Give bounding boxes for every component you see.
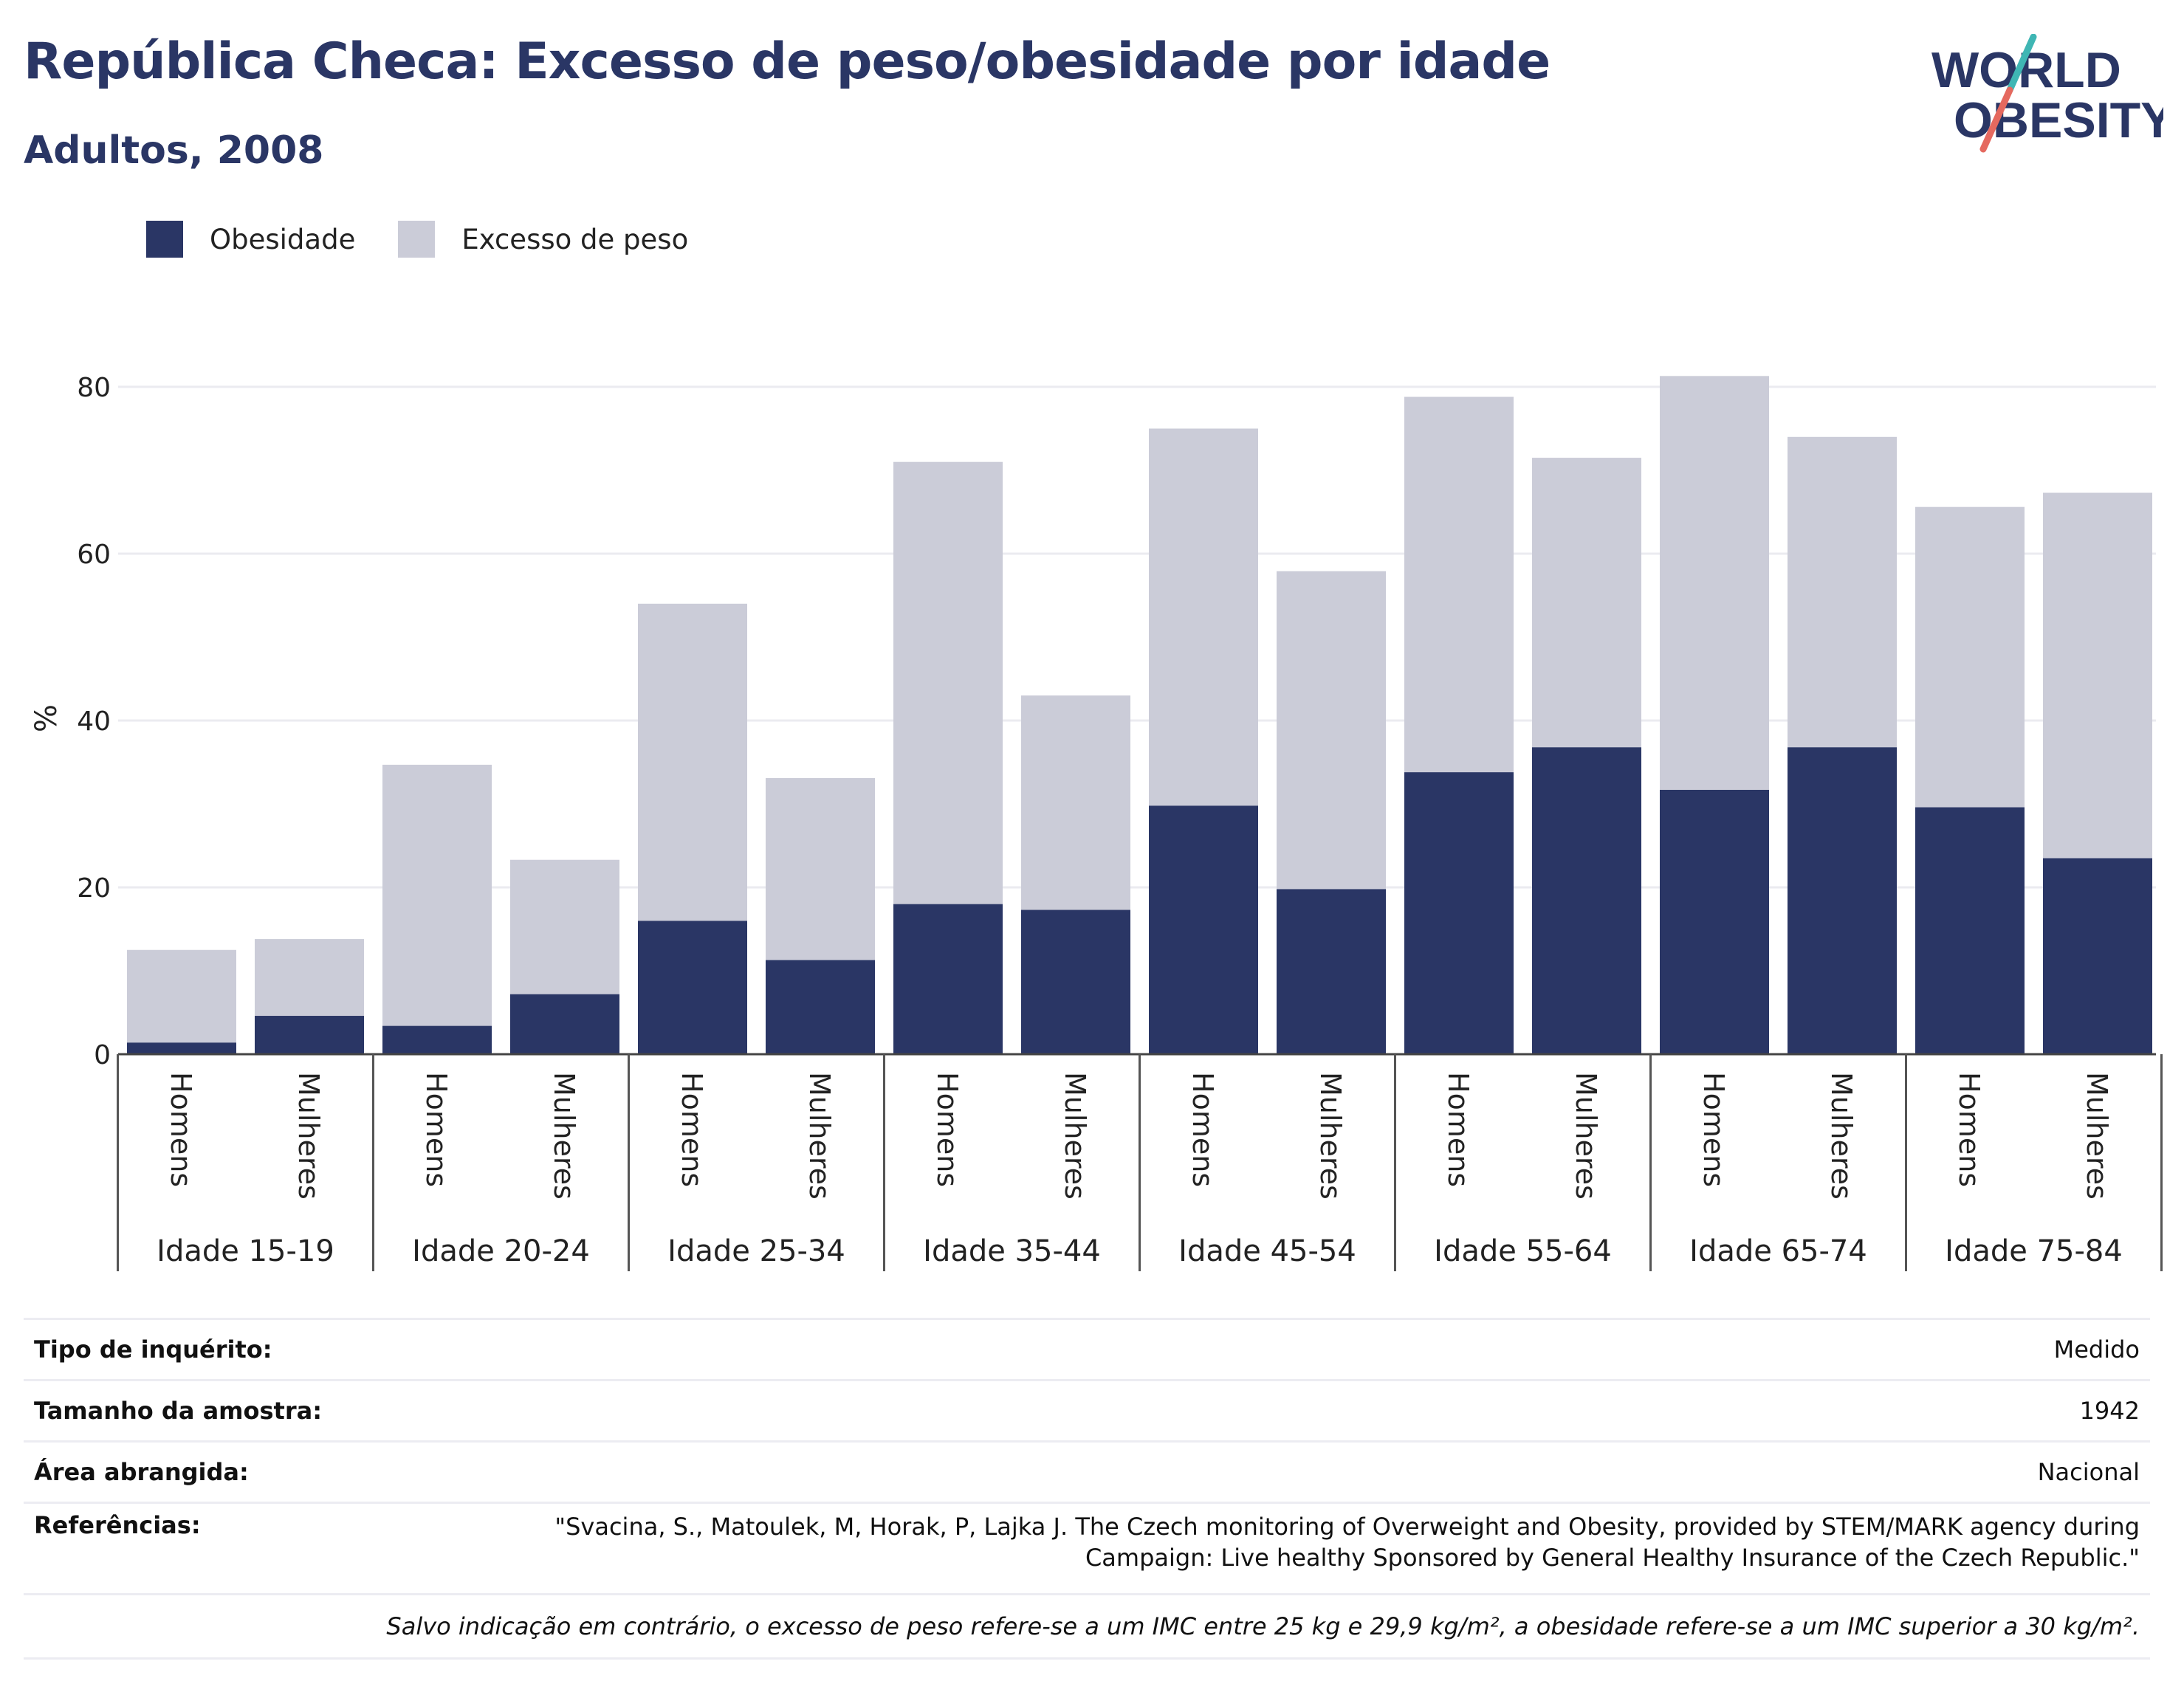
x-tick-label-sex: Homens — [931, 1072, 964, 1187]
definition-note: Salvo indicação em contrário, o excesso … — [386, 1612, 2140, 1640]
legend-swatch-obesity — [146, 221, 183, 258]
bar-overweight — [127, 949, 236, 1043]
world-obesity-logo: WORLD OBESITY — [1931, 34, 2163, 153]
bar-obesity — [2043, 858, 2152, 1054]
chart-title: República Checa: Excesso de peso/obesida… — [24, 32, 1551, 91]
x-tick-label-sex: Homens — [1697, 1072, 1730, 1187]
x-group-label: Idade 15-19 — [157, 1234, 334, 1268]
x-tick-label-sex: Homens — [1442, 1072, 1474, 1187]
survey-type-label: Tipo de inquérito: — [34, 1335, 272, 1364]
bar-overweight — [638, 603, 747, 921]
logo-slash-coral — [1979, 86, 2013, 153]
x-tick-label-sex: Mulheres — [1059, 1072, 1091, 1200]
legend-swatch-overweight — [398, 221, 436, 258]
x-group-label: Idade 75-84 — [1945, 1234, 2123, 1268]
info-row-references: Referências: "Svacina, S., Matoulek, M, … — [24, 1502, 2150, 1593]
y-tick-label: 20 — [77, 873, 111, 904]
x-tick-label-sex: Mulheres — [803, 1072, 836, 1200]
bar-obesity — [1532, 747, 1641, 1054]
x-tick-label-sex: Mulheres — [548, 1072, 580, 1200]
bar-chart: 0 20 40 60 80 Homens Mulheres Homens Mulheres Hom… — [77, 373, 2163, 1271]
info-row-sample-size: Tamanho da amostra: 1942 — [24, 1379, 2150, 1440]
info-table: Tipo de inquérito: Medido Tamanho da amo… — [24, 1318, 2150, 1660]
x-tick-label-sex: Homens — [1187, 1072, 1219, 1187]
legend-item-overweight: Excesso de peso — [398, 221, 688, 258]
x-group-label: Idade 55-64 — [1434, 1234, 1612, 1268]
sample-size-value: 1942 — [2079, 1397, 2140, 1425]
bar-overweight — [1277, 571, 1386, 890]
y-tick-label: 60 — [77, 540, 111, 570]
x-tick-label-sex: Mulheres — [1570, 1072, 1602, 1200]
bar-overweight — [1404, 396, 1514, 773]
area-value: Nacional — [2037, 1458, 2140, 1486]
x-group-label: Idade 25-34 — [667, 1234, 845, 1268]
bar-obesity — [1660, 789, 1769, 1054]
bar-overweight — [1021, 695, 1130, 910]
x-tick-label-sex: Mulheres — [1825, 1072, 1858, 1200]
sample-size-label: Tamanho da amostra: — [34, 1397, 322, 1425]
chart-subtitle: Adultos, 2008 — [24, 128, 324, 173]
y-tick-label: 0 — [94, 1040, 111, 1070]
x-group-label: Idade 20-24 — [412, 1234, 590, 1268]
bar-obesity — [1788, 747, 1897, 1054]
bar-obesity — [255, 1016, 364, 1054]
survey-type-value: Medido — [2053, 1335, 2140, 1364]
bar-overweight — [766, 777, 875, 960]
bar-overweight — [1149, 428, 1258, 806]
x-tick-label-sex: Mulheres — [2081, 1072, 2113, 1200]
legend-label-obesity: Obesidade — [210, 223, 356, 255]
bar-overweight — [2043, 492, 2152, 859]
x-tick-label-sex: Homens — [165, 1072, 197, 1187]
bar-obesity — [1915, 807, 2025, 1054]
bar-overweight — [1915, 506, 2025, 808]
y-tick-label: 40 — [77, 706, 111, 737]
bar-overweight — [1532, 458, 1641, 748]
x-tick-label-sex: Mulheres — [292, 1072, 325, 1200]
info-row-area: Área abrangida: Nacional — [24, 1440, 2150, 1502]
x-tick-label-sex: Homens — [676, 1072, 708, 1187]
info-row-survey-type: Tipo de inquérito: Medido — [24, 1318, 2150, 1379]
bar-overweight — [255, 939, 364, 1017]
x-group-label: Idade 65-74 — [1689, 1234, 1867, 1268]
bar-obesity — [766, 960, 875, 1054]
x-tick-label-sex: Mulheres — [1314, 1072, 1347, 1200]
bar-obesity — [1021, 910, 1130, 1054]
bar-obesity — [510, 994, 619, 1054]
bar-obesity — [893, 904, 1003, 1054]
bar-obesity — [127, 1042, 236, 1054]
bar-obesity — [1149, 805, 1258, 1054]
references-value: "Svacina, S., Matoulek, M, Horak, P, Laj… — [554, 1513, 2140, 1572]
bar-overweight — [382, 764, 492, 1026]
y-tick-label: 80 — [77, 373, 111, 403]
area-label: Área abrangida: — [34, 1458, 249, 1486]
references-label: Referências: — [34, 1511, 201, 1539]
legend: Obesidade Excesso de peso — [146, 219, 731, 260]
bar-overweight — [1788, 436, 1897, 748]
bar-overweight — [510, 859, 619, 994]
bar-overweight — [1660, 376, 1769, 790]
legend-label-overweight: Excesso de peso — [461, 223, 689, 255]
logo-slash-teal — [2006, 34, 2037, 94]
bar-obesity — [638, 921, 747, 1054]
bar-obesity — [1404, 772, 1514, 1054]
x-group-label: Idade 35-44 — [923, 1234, 1101, 1268]
legend-item-obesity: Obesidade — [146, 221, 355, 258]
x-tick-label-sex: Homens — [420, 1072, 453, 1187]
x-tick-label-sex: Homens — [1953, 1072, 1985, 1187]
info-row-note: Salvo indicação em contrário, o excesso … — [24, 1593, 2150, 1660]
bar-obesity — [1277, 889, 1386, 1054]
bar-overweight — [893, 461, 1003, 904]
x-group-label: Idade 45-54 — [1178, 1234, 1356, 1268]
bar-obesity — [382, 1025, 492, 1054]
